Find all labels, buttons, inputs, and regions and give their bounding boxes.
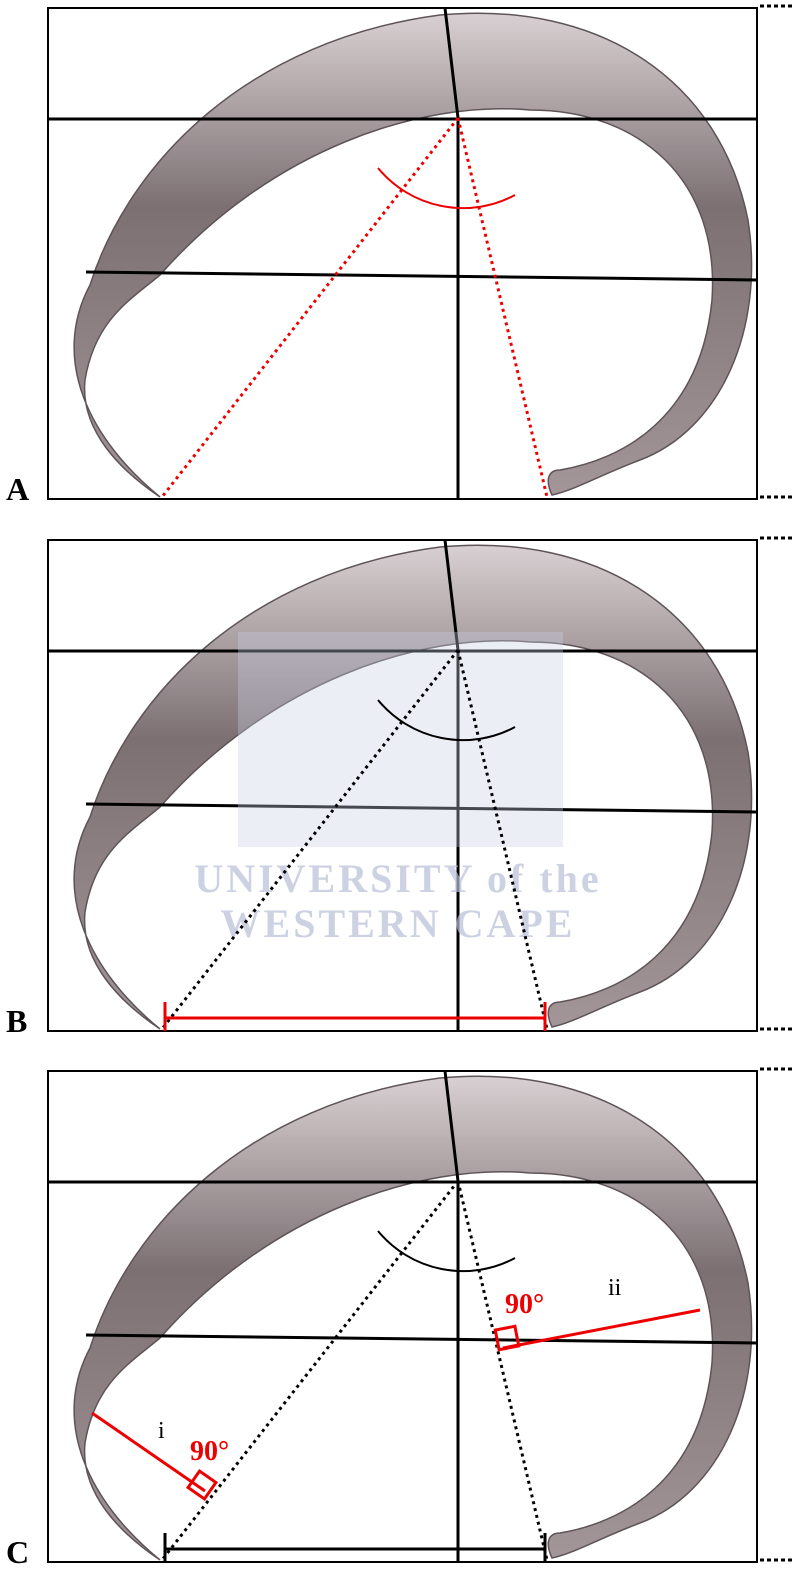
angle-label: 90° — [505, 1289, 544, 1320]
segment-label: ii — [608, 1275, 622, 1301]
panel-label: B — [6, 1003, 27, 1039]
panel-label: A — [6, 471, 29, 507]
panel-a: A — [6, 6, 795, 507]
panel-label: C — [6, 1534, 29, 1570]
watermark: UNIVERSITY of the — [194, 856, 601, 901]
panel-b: UNIVERSITY of the WESTERN CAPE B — [6, 538, 795, 1039]
angle-label: 90° — [190, 1436, 229, 1467]
figure: A UNIVERSITY of the WESTERN CAPE B 90° i… — [0, 0, 807, 1596]
panel-c: 90° ii 90° i C — [6, 1069, 795, 1570]
segment-label: i — [158, 1418, 165, 1444]
